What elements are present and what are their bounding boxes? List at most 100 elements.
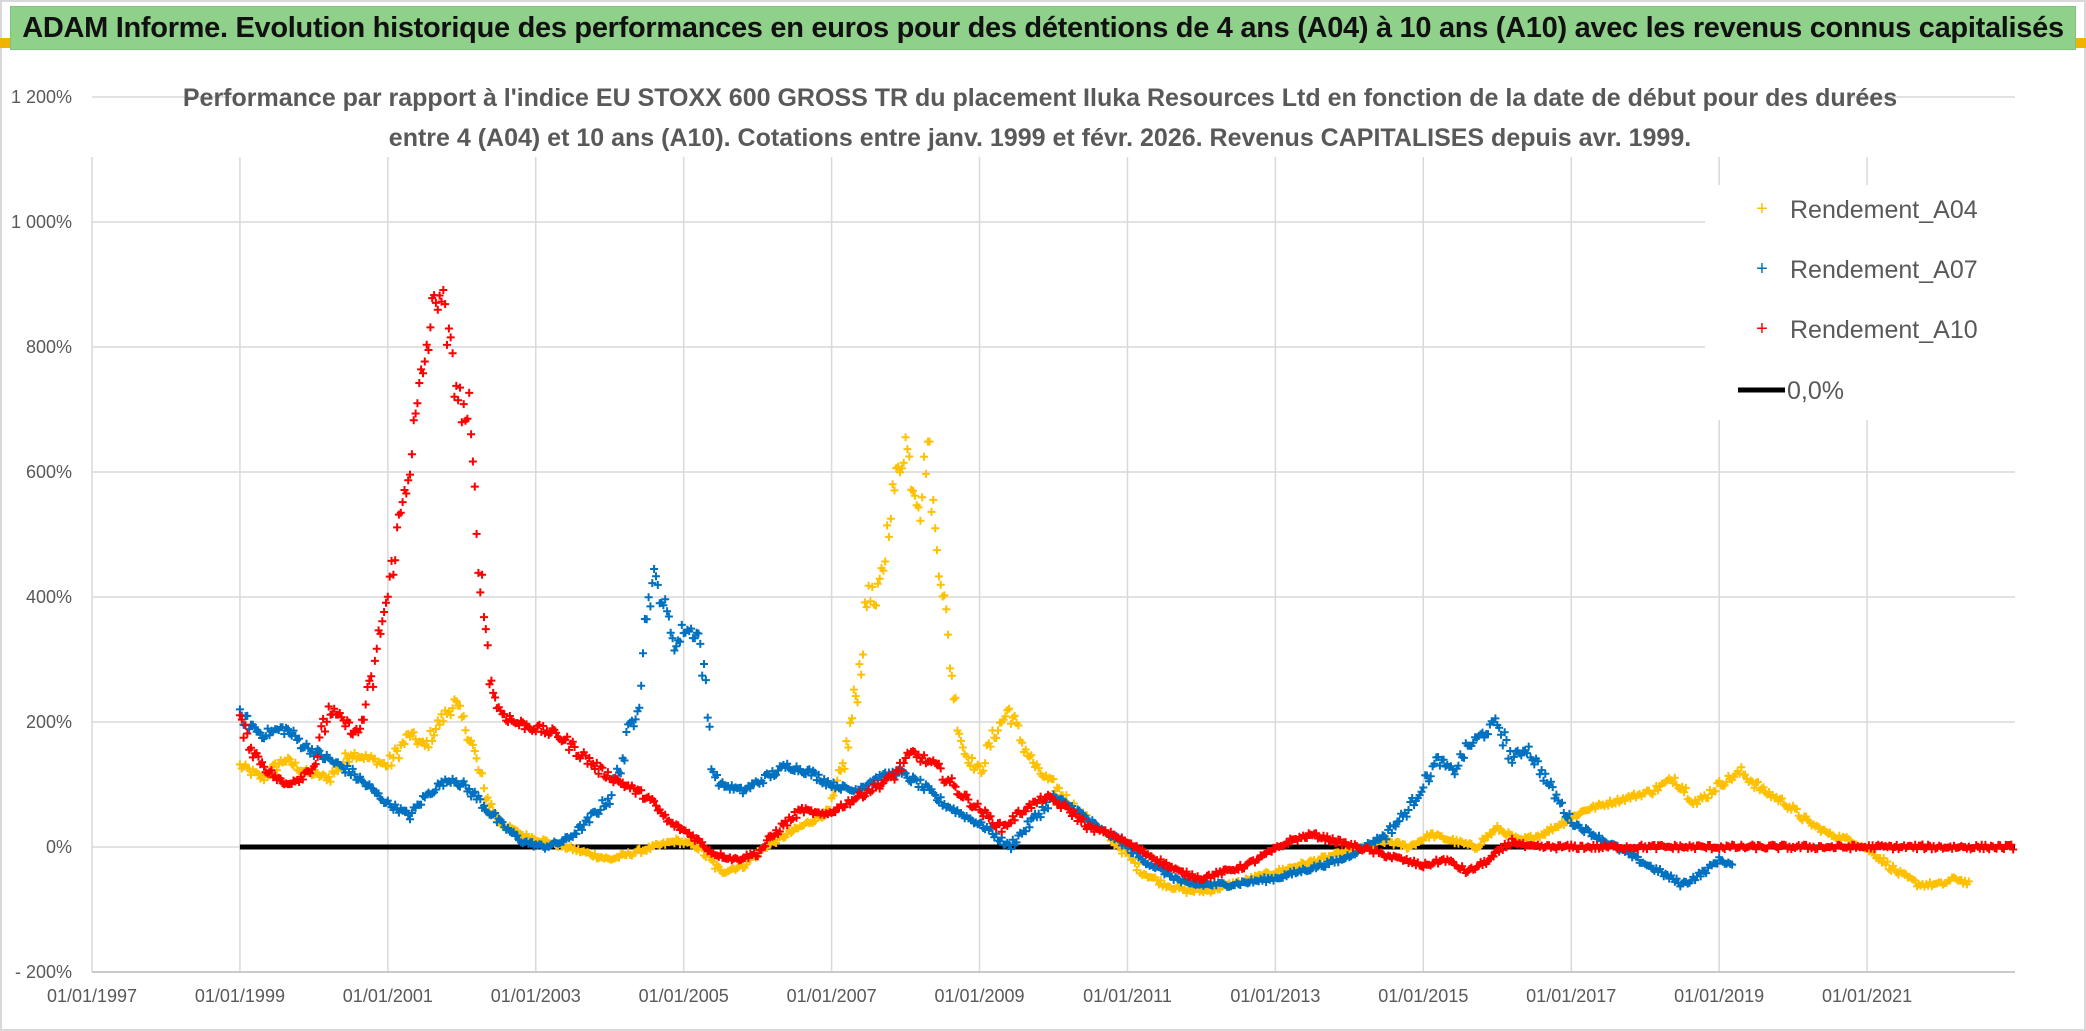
data-point [944, 630, 953, 639]
legend-marker-a07: + [1756, 258, 1768, 280]
data-point [836, 785, 845, 794]
data-point [382, 598, 390, 607]
data-point [875, 574, 884, 583]
data-point [916, 775, 925, 784]
data-point [637, 681, 646, 690]
data-point [829, 791, 838, 800]
data-point [668, 634, 677, 643]
data-point [260, 762, 268, 771]
data-point [1010, 711, 1019, 720]
legend-marker-a10: + [1756, 318, 1768, 340]
data-point [585, 818, 594, 827]
data-point [1469, 738, 1478, 747]
data-point [829, 778, 838, 787]
data-point [535, 720, 544, 729]
data-point [1508, 758, 1517, 767]
data-point [642, 846, 651, 855]
data-point [1565, 809, 1574, 818]
x-tick-label: 01/01/2013 [1230, 986, 1320, 1006]
data-point [1079, 814, 1088, 823]
data-point [291, 758, 300, 767]
data-point [1680, 788, 1688, 797]
data-point [931, 524, 940, 533]
data-point [1460, 753, 1468, 762]
data-point [958, 743, 967, 752]
data-point [661, 810, 670, 819]
data-point [872, 601, 880, 610]
data-point [992, 734, 1001, 742]
data-point [572, 829, 581, 838]
data-point [426, 726, 435, 735]
data-point [920, 452, 929, 461]
data-point [897, 766, 906, 775]
data-point [1410, 801, 1419, 810]
data-point [343, 762, 352, 770]
data-point [298, 775, 307, 784]
data-point [1014, 721, 1023, 730]
y-tick-label: 400% [26, 587, 72, 607]
data-point [1188, 870, 1197, 879]
data-point [921, 469, 930, 478]
data-point [842, 737, 851, 746]
data-point [1754, 777, 1762, 786]
data-point [350, 749, 359, 757]
data-point [330, 704, 339, 713]
data-point [855, 660, 864, 669]
data-point [881, 557, 890, 566]
data-point [2007, 840, 2016, 849]
data-point [1715, 777, 1724, 785]
data-point [853, 698, 862, 707]
data-point [907, 778, 916, 787]
data-point [664, 612, 673, 621]
data-point [639, 649, 647, 658]
data-point [579, 820, 588, 829]
data-point [487, 676, 496, 685]
data-point [1029, 758, 1038, 767]
data-point [783, 759, 792, 768]
data-point [1704, 794, 1713, 803]
data-point [884, 532, 893, 541]
data-point [1312, 829, 1321, 838]
data-point [805, 765, 814, 774]
y-tick-label: 0% [46, 837, 72, 857]
data-point [637, 786, 646, 795]
data-point [1424, 777, 1433, 786]
legend-label-a04: Rendement_A04 [1790, 196, 1978, 224]
data-point [753, 852, 762, 861]
left-corner-accent [0, 38, 12, 48]
data-point [570, 743, 579, 751]
data-point [465, 388, 474, 397]
data-point [1391, 822, 1400, 831]
data-point [1430, 759, 1439, 768]
data-point [241, 721, 250, 730]
data-point [578, 825, 586, 834]
data-point [402, 806, 411, 815]
data-point [422, 340, 431, 349]
x-tick-label: 01/01/2017 [1526, 986, 1616, 1006]
data-point [394, 754, 403, 763]
data-point [1049, 775, 1058, 784]
data-point [243, 729, 252, 738]
data-point [500, 710, 509, 719]
x-tick-label: 01/01/1997 [47, 986, 137, 1006]
data-point [590, 850, 599, 858]
y-tick-label: 600% [26, 462, 72, 482]
data-point [674, 836, 683, 844]
data-point [345, 718, 353, 727]
data-point [598, 796, 607, 805]
data-point [459, 712, 468, 721]
data-point [1055, 784, 1063, 793]
data-point [376, 629, 385, 638]
legend-label-a07: Rendement_A07 [1790, 256, 1978, 284]
data-point [467, 430, 476, 439]
data-point [461, 726, 470, 735]
data-point [505, 712, 514, 720]
legend: + Rendement_A04 + Rendement_A07 + Rendem… [1705, 185, 2030, 420]
data-point [888, 770, 897, 779]
data-point [1036, 813, 1045, 822]
data-point [1495, 723, 1504, 732]
data-point [452, 777, 461, 786]
data-point [419, 369, 427, 378]
data-point [918, 493, 927, 502]
